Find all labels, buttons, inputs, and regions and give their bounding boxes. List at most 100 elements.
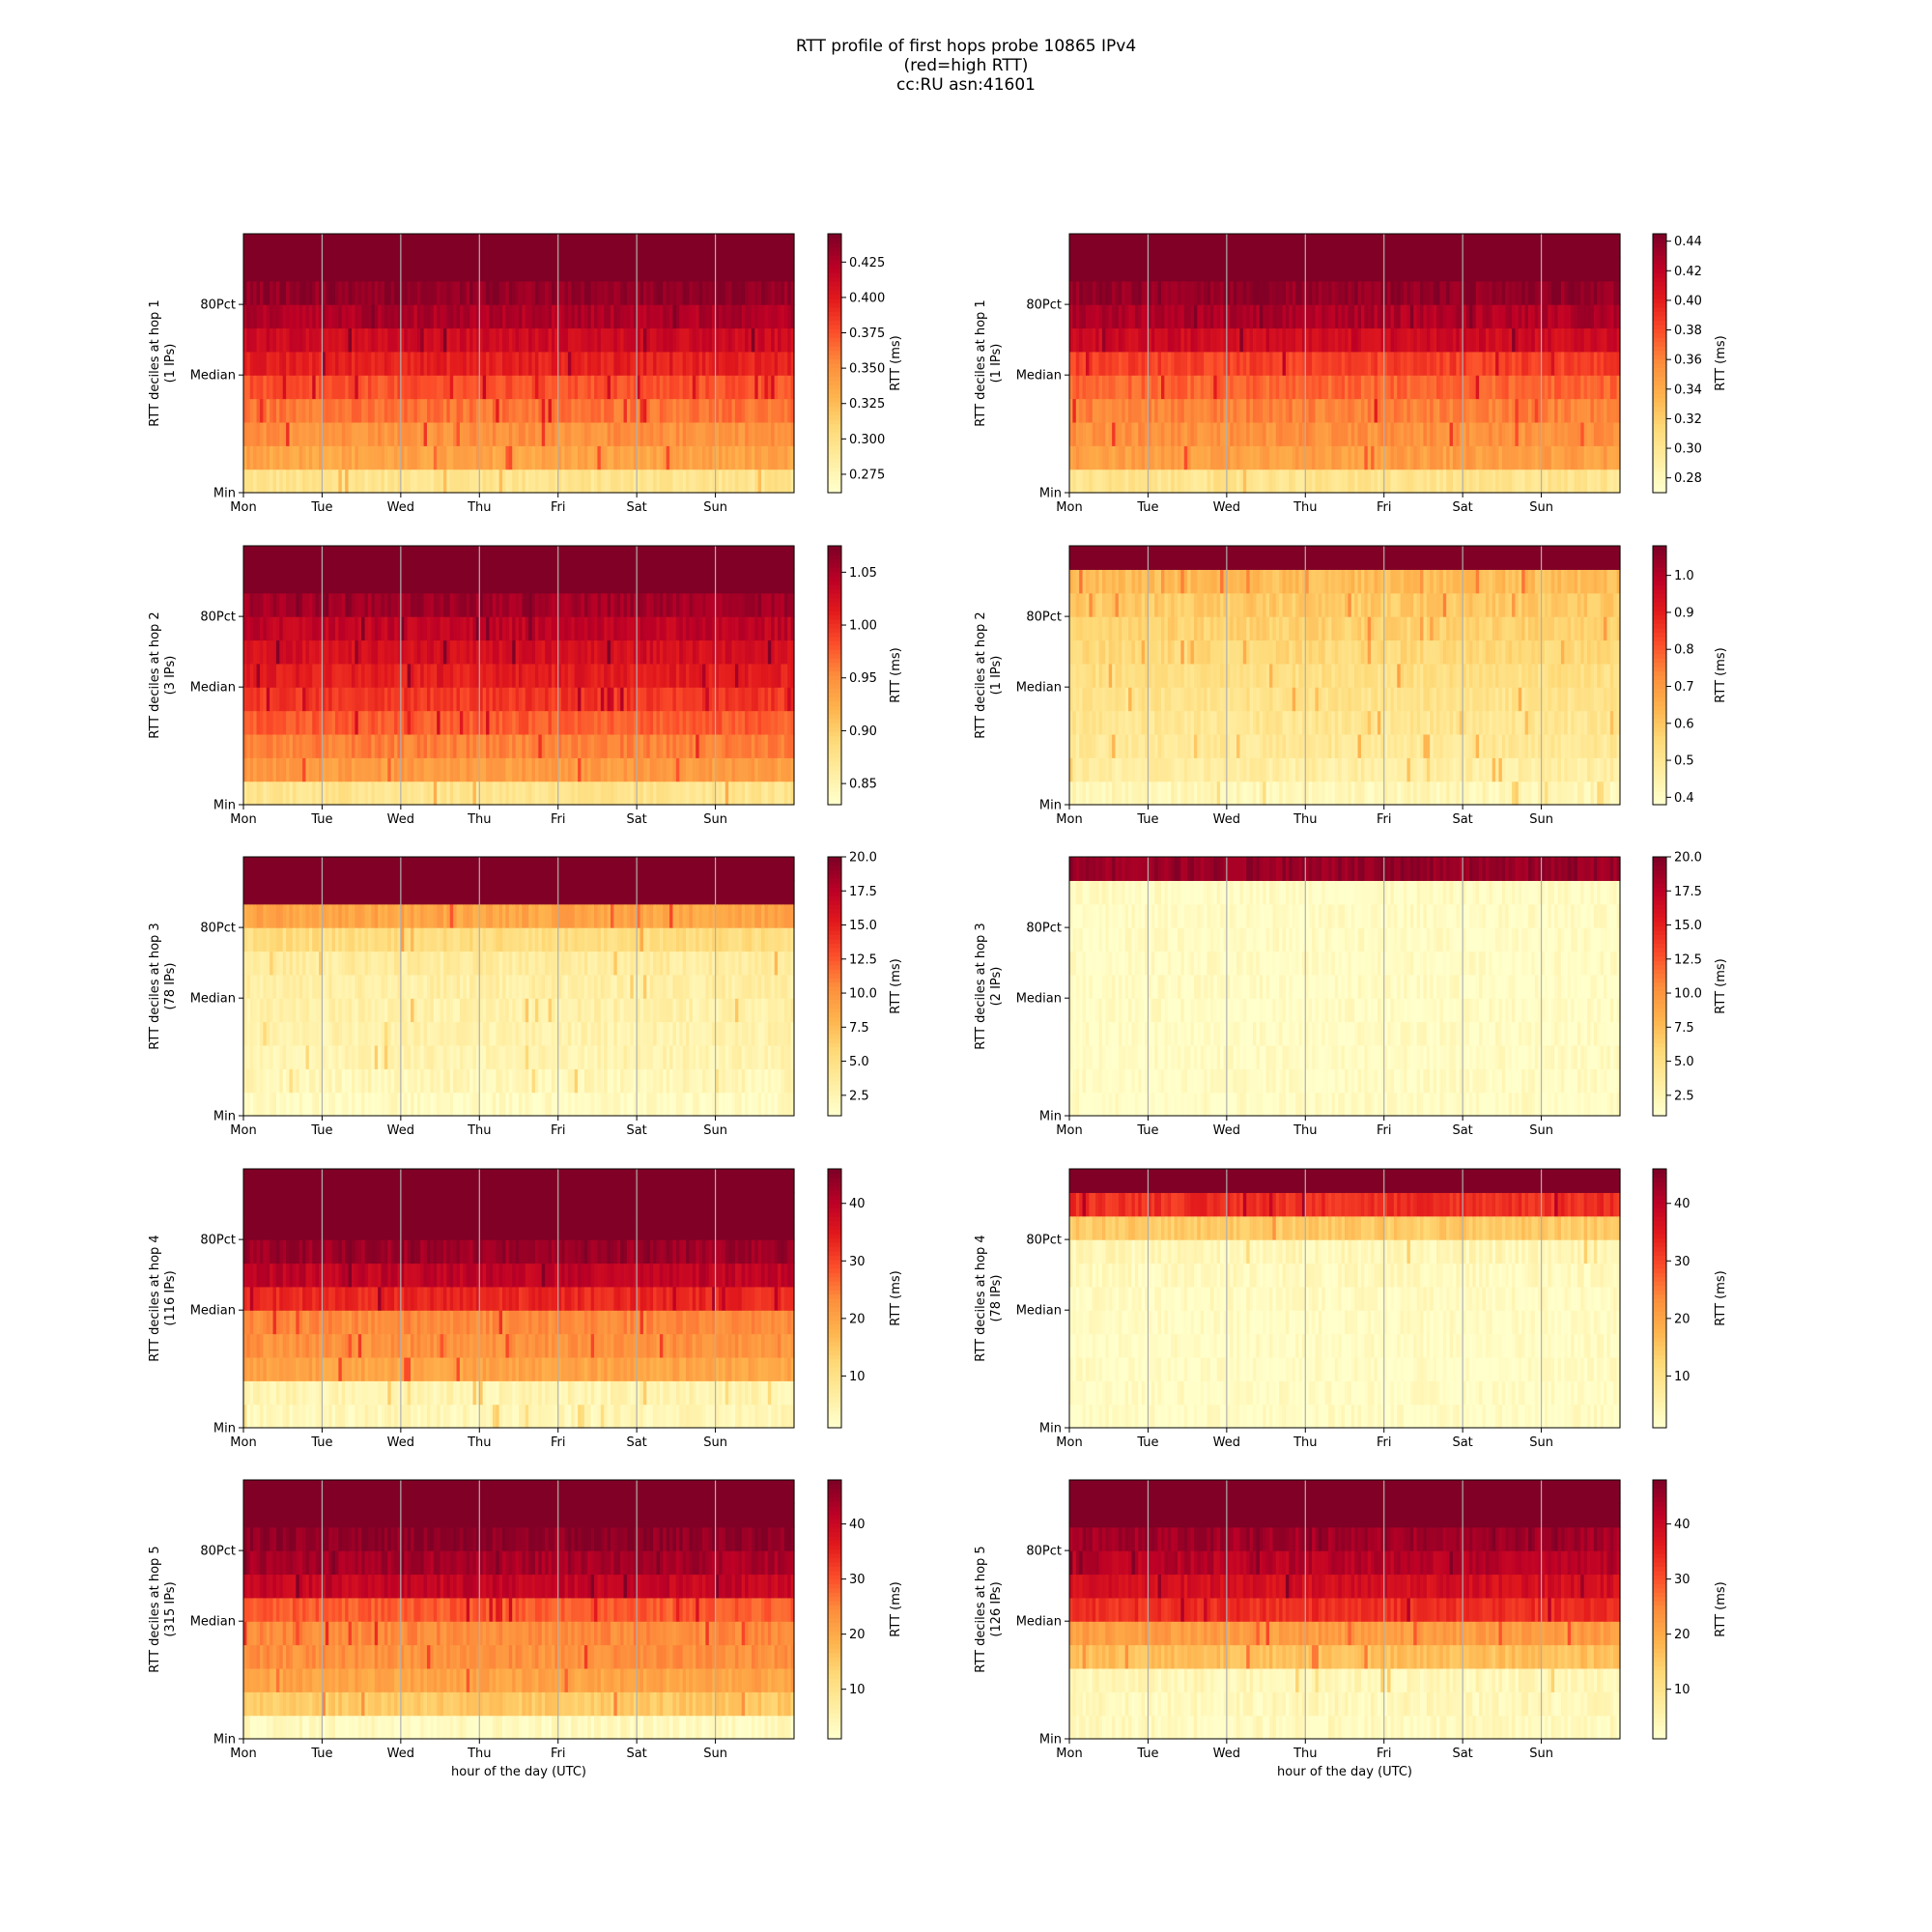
heatmap-cell [482,234,487,258]
heatmap-cell [1108,351,1113,376]
heatmap-cell [1177,375,1181,400]
colorbar-swatch [828,488,841,494]
heatmap-cell [1600,280,1605,305]
heatmap-cell [259,398,264,423]
heatmap-cell [734,421,739,446]
heatmap-cell [790,398,795,423]
heatmap-cell [437,327,441,353]
heatmap-cell [1334,351,1339,376]
heatmap-cell [754,351,759,376]
heatmap-cell [1233,257,1237,282]
heatmap-cell [724,257,729,282]
colorbar-swatch [1653,276,1666,282]
heatmap-cell [315,234,320,258]
heatmap-cell [286,710,291,735]
heatmap-cell [1580,304,1585,329]
heatmap-cell [437,710,441,735]
heatmap-cell [1436,234,1440,258]
heatmap-cell [531,234,536,258]
heatmap-cell [1138,421,1143,446]
heatmap-cell [1495,421,1500,446]
heatmap-cell [1524,398,1529,423]
heatmap-cell [561,375,566,400]
colorbar-tick-label: 0.38 [1674,324,1702,338]
heatmap-cell [1197,375,1202,400]
heatmap-cell [279,351,284,376]
heatmap-cell [1393,304,1398,329]
heatmap-cell [1118,469,1122,494]
colorbar-swatch [828,371,841,377]
heatmap-cell [728,757,733,782]
heatmap-cell [669,469,674,494]
heatmap-cell [597,710,602,735]
heatmap-cell [305,304,310,329]
heatmap-cell [669,375,674,400]
heatmap-cell [446,469,451,494]
heatmap-cell [1079,398,1084,423]
heatmap-cell [564,234,569,258]
heatmap-cell [355,445,359,470]
heatmap-cell [345,327,350,353]
heatmap-cell [1609,375,1614,400]
heatmap-cell [1079,257,1084,282]
heatmap-cell [466,375,470,400]
heatmap-cell [1590,398,1595,423]
heatmap-cell [767,469,772,494]
heatmap-cell [1193,421,1198,446]
heatmap-cell [296,234,300,258]
heatmap-cell [407,327,412,353]
heatmap-cell [1377,421,1381,446]
heatmap-cell [587,257,592,282]
heatmap-cell [335,421,339,446]
heatmap-cell [522,757,526,782]
heatmap-cell [672,351,677,376]
heatmap-cell [1609,327,1614,353]
heatmap-cell [1334,398,1339,423]
heatmap-cell [1331,304,1336,329]
heatmap-cell [482,304,487,329]
heatmap-cell [757,234,762,258]
heatmap-cell [466,304,470,329]
heatmap-cell [1118,398,1122,423]
heatmap-cell [1072,234,1077,258]
heatmap-cell [1334,257,1339,282]
heatmap-cell [672,687,677,712]
heatmap-cell [637,234,641,258]
heatmap-cell [1187,304,1192,329]
heatmap-cell [1390,280,1395,305]
heatmap-cell [545,757,550,782]
heatmap-cell [771,687,776,712]
heatmap-cell [246,421,251,446]
heatmap-cell [1456,375,1461,400]
heatmap-cell [1233,398,1237,423]
colorbar-tick-label: 0.30 [1674,442,1702,457]
heatmap-cell [1541,257,1546,282]
heatmap-cell [663,257,668,282]
heatmap-cell [1200,257,1205,282]
heatmap-cell [296,445,300,470]
heatmap-cell [630,781,635,806]
heatmap-cell [754,469,759,494]
heatmap-cell [319,733,324,758]
heatmap-cell [611,280,614,305]
heatmap-cell [266,280,270,305]
heatmap-cell [663,687,668,712]
heatmap-cell [482,375,487,400]
heatmap-cell [630,398,635,423]
heatmap-cell [1131,304,1136,329]
colorbar-swatch [1653,406,1666,412]
heatmap-cell [557,304,562,329]
x-tick-label: Tue [1136,500,1158,515]
heatmap-cell [351,687,355,712]
heatmap-cell [1092,327,1096,353]
heatmap-cell [381,421,385,446]
heatmap-cell [590,351,595,376]
heatmap-cell [1209,234,1214,258]
heatmap-cell [611,304,614,329]
heatmap-cell [266,639,270,665]
heatmap-cell [525,327,529,353]
heatmap-cell [1387,375,1392,400]
heatmap-cell [357,757,362,782]
heatmap-cell [413,663,418,688]
